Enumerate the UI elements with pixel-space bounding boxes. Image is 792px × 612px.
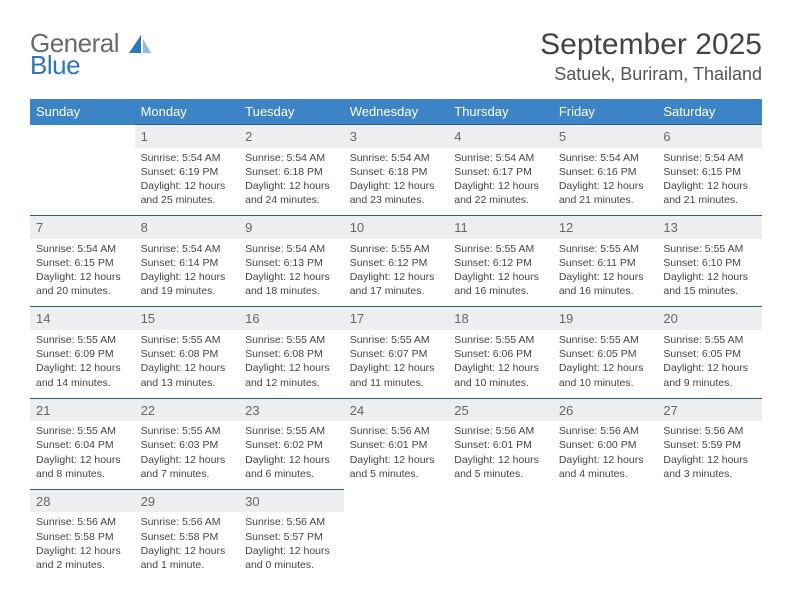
day-info-cell: Sunrise: 5:54 AMSunset: 6:15 PMDaylight:… xyxy=(657,148,762,216)
weekday-header-row: SundayMondayTuesdayWednesdayThursdayFrid… xyxy=(30,99,762,125)
day-info-cell: Sunrise: 5:55 AMSunset: 6:12 PMDaylight:… xyxy=(448,239,553,307)
day-info-cell: Sunrise: 5:55 AMSunset: 6:02 PMDaylight:… xyxy=(239,421,344,489)
brand-logo: General Blue xyxy=(30,28,153,59)
day-number-cell: 21 xyxy=(30,398,135,421)
day-number-cell: 5 xyxy=(553,125,658,148)
day-number-cell: 8 xyxy=(135,216,240,239)
day-number-cell: 19 xyxy=(553,307,658,330)
day-info-cell: Sunrise: 5:55 AMSunset: 6:09 PMDaylight:… xyxy=(30,330,135,398)
day-number-cell: 22 xyxy=(135,398,240,421)
day-number-cell: 18 xyxy=(448,307,553,330)
day-number-cell: 28 xyxy=(30,489,135,512)
day-number-cell: 10 xyxy=(344,216,449,239)
weekday-header: Monday xyxy=(135,99,240,125)
day-number-cell: 29 xyxy=(135,489,240,512)
day-info-cell: Sunrise: 5:55 AMSunset: 6:06 PMDaylight:… xyxy=(448,330,553,398)
day-number-cell: 1 xyxy=(135,125,240,148)
day-info-cell xyxy=(657,512,762,580)
day-info-cell: Sunrise: 5:54 AMSunset: 6:18 PMDaylight:… xyxy=(239,148,344,216)
day-info-cell: Sunrise: 5:56 AMSunset: 6:01 PMDaylight:… xyxy=(448,421,553,489)
brand-name-bot: Blue xyxy=(30,50,80,80)
day-number-cell: 14 xyxy=(30,307,135,330)
page-title: September 2025 xyxy=(540,28,762,62)
day-info-cell: Sunrise: 5:54 AMSunset: 6:14 PMDaylight:… xyxy=(135,239,240,307)
day-number-cell: 25 xyxy=(448,398,553,421)
day-info-cell: Sunrise: 5:55 AMSunset: 6:08 PMDaylight:… xyxy=(135,330,240,398)
day-info-cell: Sunrise: 5:54 AMSunset: 6:16 PMDaylight:… xyxy=(553,148,658,216)
day-info-cell: Sunrise: 5:54 AMSunset: 6:15 PMDaylight:… xyxy=(30,239,135,307)
weekday-header: Friday xyxy=(553,99,658,125)
day-number-cell: 9 xyxy=(239,216,344,239)
day-number-cell: 7 xyxy=(30,216,135,239)
day-number-cell: 4 xyxy=(448,125,553,148)
day-number-cell xyxy=(344,489,449,512)
day-info-cell: Sunrise: 5:56 AMSunset: 6:01 PMDaylight:… xyxy=(344,421,449,489)
day-info-cell: Sunrise: 5:54 AMSunset: 6:19 PMDaylight:… xyxy=(135,148,240,216)
day-number-cell xyxy=(448,489,553,512)
day-info-cell: Sunrise: 5:55 AMSunset: 6:04 PMDaylight:… xyxy=(30,421,135,489)
day-info-cell: Sunrise: 5:55 AMSunset: 6:07 PMDaylight:… xyxy=(344,330,449,398)
day-info-cell xyxy=(448,512,553,580)
weekday-header: Thursday xyxy=(448,99,553,125)
day-info-cell: Sunrise: 5:56 AMSunset: 5:58 PMDaylight:… xyxy=(135,512,240,580)
day-number-cell: 3 xyxy=(344,125,449,148)
day-info-cell: Sunrise: 5:54 AMSunset: 6:18 PMDaylight:… xyxy=(344,148,449,216)
day-number-cell: 15 xyxy=(135,307,240,330)
day-number-cell: 11 xyxy=(448,216,553,239)
day-info-cell: Sunrise: 5:54 AMSunset: 6:17 PMDaylight:… xyxy=(448,148,553,216)
day-info-cell: Sunrise: 5:56 AMSunset: 5:57 PMDaylight:… xyxy=(239,512,344,580)
weekday-header: Sunday xyxy=(30,99,135,125)
day-info-cell xyxy=(553,512,658,580)
location: Satuek, Buriram, Thailand xyxy=(540,64,762,85)
day-number-cell: 2 xyxy=(239,125,344,148)
day-info-cell: Sunrise: 5:56 AMSunset: 6:00 PMDaylight:… xyxy=(553,421,658,489)
day-number-cell xyxy=(657,489,762,512)
day-number-cell: 6 xyxy=(657,125,762,148)
day-number-cell: 30 xyxy=(239,489,344,512)
day-info-cell: Sunrise: 5:55 AMSunset: 6:08 PMDaylight:… xyxy=(239,330,344,398)
day-number-cell: 13 xyxy=(657,216,762,239)
day-number-cell: 24 xyxy=(344,398,449,421)
day-number-cell: 27 xyxy=(657,398,762,421)
day-info-cell: Sunrise: 5:55 AMSunset: 6:10 PMDaylight:… xyxy=(657,239,762,307)
weekday-header: Saturday xyxy=(657,99,762,125)
day-number-cell xyxy=(30,125,135,148)
day-info-cell: Sunrise: 5:55 AMSunset: 6:03 PMDaylight:… xyxy=(135,421,240,489)
day-info-cell: Sunrise: 5:55 AMSunset: 6:05 PMDaylight:… xyxy=(553,330,658,398)
day-number-cell xyxy=(553,489,658,512)
day-info-cell: Sunrise: 5:55 AMSunset: 6:05 PMDaylight:… xyxy=(657,330,762,398)
day-info-cell xyxy=(30,148,135,216)
day-info-cell: Sunrise: 5:55 AMSunset: 6:11 PMDaylight:… xyxy=(553,239,658,307)
day-number-cell: 26 xyxy=(553,398,658,421)
sail-icon xyxy=(127,33,153,55)
day-number-cell: 20 xyxy=(657,307,762,330)
day-info-cell: Sunrise: 5:56 AMSunset: 5:59 PMDaylight:… xyxy=(657,421,762,489)
day-info-cell: Sunrise: 5:56 AMSunset: 5:58 PMDaylight:… xyxy=(30,512,135,580)
day-number-cell: 23 xyxy=(239,398,344,421)
day-number-cell: 17 xyxy=(344,307,449,330)
day-number-cell: 16 xyxy=(239,307,344,330)
day-info-cell: Sunrise: 5:54 AMSunset: 6:13 PMDaylight:… xyxy=(239,239,344,307)
day-number-cell: 12 xyxy=(553,216,658,239)
weekday-header: Wednesday xyxy=(344,99,449,125)
day-info-cell xyxy=(344,512,449,580)
weekday-header: Tuesday xyxy=(239,99,344,125)
calendar-table: SundayMondayTuesdayWednesdayThursdayFrid… xyxy=(30,99,762,580)
day-info-cell: Sunrise: 5:55 AMSunset: 6:12 PMDaylight:… xyxy=(344,239,449,307)
